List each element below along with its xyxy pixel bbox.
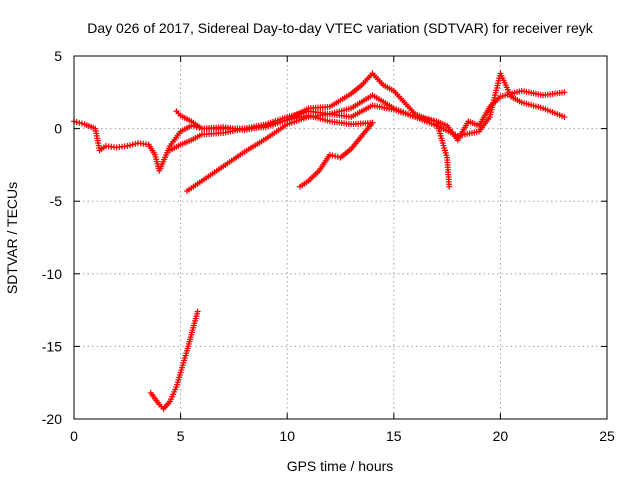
data-point xyxy=(124,143,131,150)
data-point xyxy=(369,119,376,126)
x-tick-label: 0 xyxy=(70,428,78,444)
data-layer xyxy=(71,70,568,412)
y-axis-label: SDTVAR / TECUs xyxy=(4,182,20,294)
y-tick-label: 5 xyxy=(54,48,62,64)
data-point xyxy=(78,120,85,127)
y-tick-label: 0 xyxy=(54,121,62,137)
y-tick-label: -20 xyxy=(42,411,62,427)
data-point xyxy=(129,141,136,148)
chart-title: Day 026 of 2017, Sidereal Day-to-day VTE… xyxy=(87,20,593,36)
series-arc-5 xyxy=(296,119,376,190)
data-point xyxy=(326,151,333,158)
data-point xyxy=(329,152,336,159)
data-point xyxy=(73,119,80,126)
plot-frame xyxy=(73,55,608,420)
series-arc-4 xyxy=(183,70,568,195)
y-tick-label: -5 xyxy=(50,193,63,209)
x-tick-label: 20 xyxy=(493,428,509,444)
data-point xyxy=(334,153,341,160)
series-line xyxy=(73,114,373,173)
data-point xyxy=(76,119,83,126)
x-tick-label: 5 xyxy=(177,428,185,444)
data-point xyxy=(194,308,201,315)
gridlines xyxy=(74,56,607,419)
data-point xyxy=(446,183,453,190)
x-tick-label: 15 xyxy=(386,428,402,444)
tick-labels: 0 5 10 15 20 25 -20 -15 -10 -5 0 5 xyxy=(42,48,615,444)
x-tick-label: 25 xyxy=(599,428,615,444)
y-tick-label: -10 xyxy=(42,266,62,282)
x-axis-label: GPS time / hours xyxy=(287,458,394,474)
data-point xyxy=(332,153,339,160)
series-arc-6 xyxy=(147,308,201,412)
data-point xyxy=(132,140,139,147)
y-tick-label: -15 xyxy=(42,338,62,354)
data-point xyxy=(126,142,133,149)
data-point xyxy=(561,113,568,120)
x-tick-label: 10 xyxy=(279,428,295,444)
data-point xyxy=(561,89,568,96)
